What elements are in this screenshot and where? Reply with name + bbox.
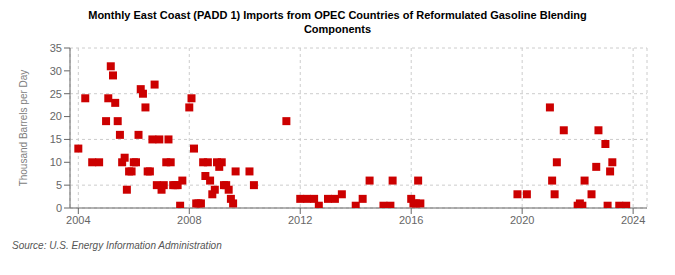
svg-text:2016: 2016 [399,214,423,226]
svg-text:2024: 2024 [621,214,645,226]
svg-text:Thousand Barrels per Day: Thousand Barrels per Day [18,70,29,187]
svg-text:35: 35 [50,42,62,54]
svg-text:10: 10 [50,156,62,168]
html-text:Monthly East Coast (PADD 1) Im: Monthly East Coast (PADD 1) Imports from… [88,9,587,35]
html-text:Source: U.S. Energy Informatio: Source: U.S. Energy Information Administ… [12,240,222,251]
svg-text:30: 30 [50,65,62,77]
svg-text:15: 15 [50,133,62,145]
svg-text:2012: 2012 [288,214,312,226]
svg-text:0: 0 [56,202,62,214]
svg-text:5: 5 [56,179,62,191]
svg-text:20: 20 [50,110,62,122]
svg-text:2020: 2020 [510,214,534,226]
svg-text:25: 25 [50,88,62,100]
svg-text:2004: 2004 [66,214,90,226]
svg-text:2008: 2008 [177,214,201,226]
